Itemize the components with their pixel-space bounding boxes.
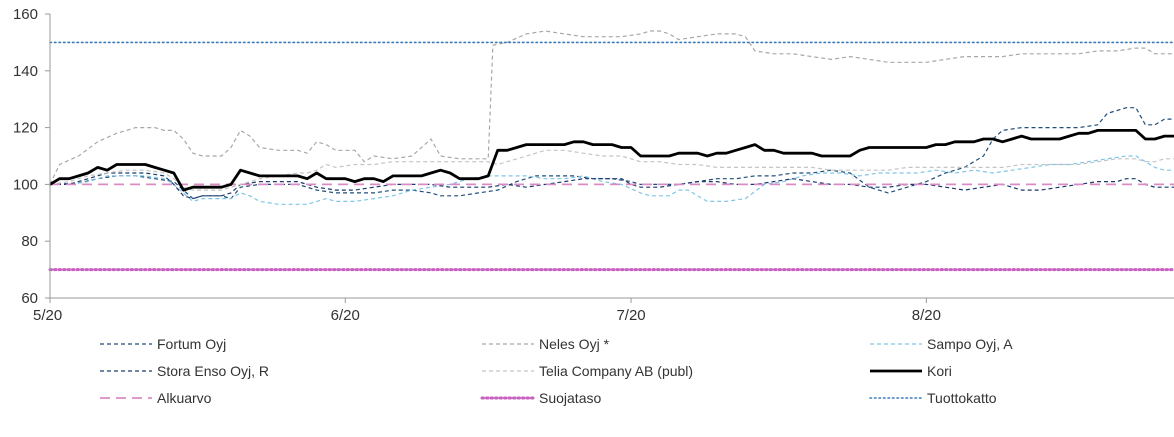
y-tick-label: 120 — [13, 120, 38, 137]
x-tick-label: 5/20 — [33, 307, 62, 324]
legend-label: Kori — [927, 363, 952, 379]
legend-label: Sampo Oyj, A — [927, 336, 1013, 352]
legend-label: Suojataso — [539, 390, 601, 406]
legend-item: Neles Oyj * — [482, 336, 610, 352]
legend-item: Sampo Oyj, A — [870, 336, 1013, 352]
series-line-kori — [49, 129, 1174, 192]
legend-item: Fortum Oyj — [100, 336, 226, 352]
legend-item: Alkuarvo — [100, 390, 212, 406]
y-tick-label: 60 — [21, 290, 38, 307]
legend-item: Stora Enso Oyj, R — [100, 363, 269, 379]
y-tick-label: 100 — [13, 176, 38, 193]
x-tick-label: 6/20 — [331, 307, 360, 324]
series-line-sampo-oyj-a — [50, 155, 1174, 205]
legend-item: Telia Company AB (publ) — [482, 363, 693, 379]
legend-label: Alkuarvo — [157, 390, 212, 406]
legend-label: Neles Oyj * — [539, 336, 610, 352]
x-tick-label: 8/20 — [912, 307, 941, 324]
axes-group: 60 80 100 120 140 160 5/20 6/20 7/20 8/20 — [13, 6, 1174, 324]
plot-series-group — [48, 30, 1174, 272]
legend-item: Suojataso — [480, 390, 601, 406]
y-tick-label: 160 — [13, 6, 38, 23]
x-tick-label: 7/20 — [616, 307, 645, 324]
legend-item: Tuottokatto — [869, 390, 997, 406]
legend-label: Tuottokatto — [927, 390, 997, 406]
y-tick-label: 140 — [13, 63, 38, 80]
legend: Fortum Oyj Neles Oyj * Sampo Oyj, A Stora E… — [100, 336, 1013, 406]
series-line-fortum-oyj — [49, 107, 1174, 200]
y-tick-label: 80 — [21, 233, 38, 250]
legend-label: Telia Company AB (publ) — [539, 363, 693, 379]
legend-label: Stora Enso Oyj, R — [157, 363, 269, 379]
legend-label: Fortum Oyj — [157, 336, 226, 352]
legend-item: Kori — [870, 363, 952, 379]
series-line-stora-enso-oyj-r — [50, 172, 1174, 200]
series-line-neles-oyj — [49, 30, 1174, 185]
